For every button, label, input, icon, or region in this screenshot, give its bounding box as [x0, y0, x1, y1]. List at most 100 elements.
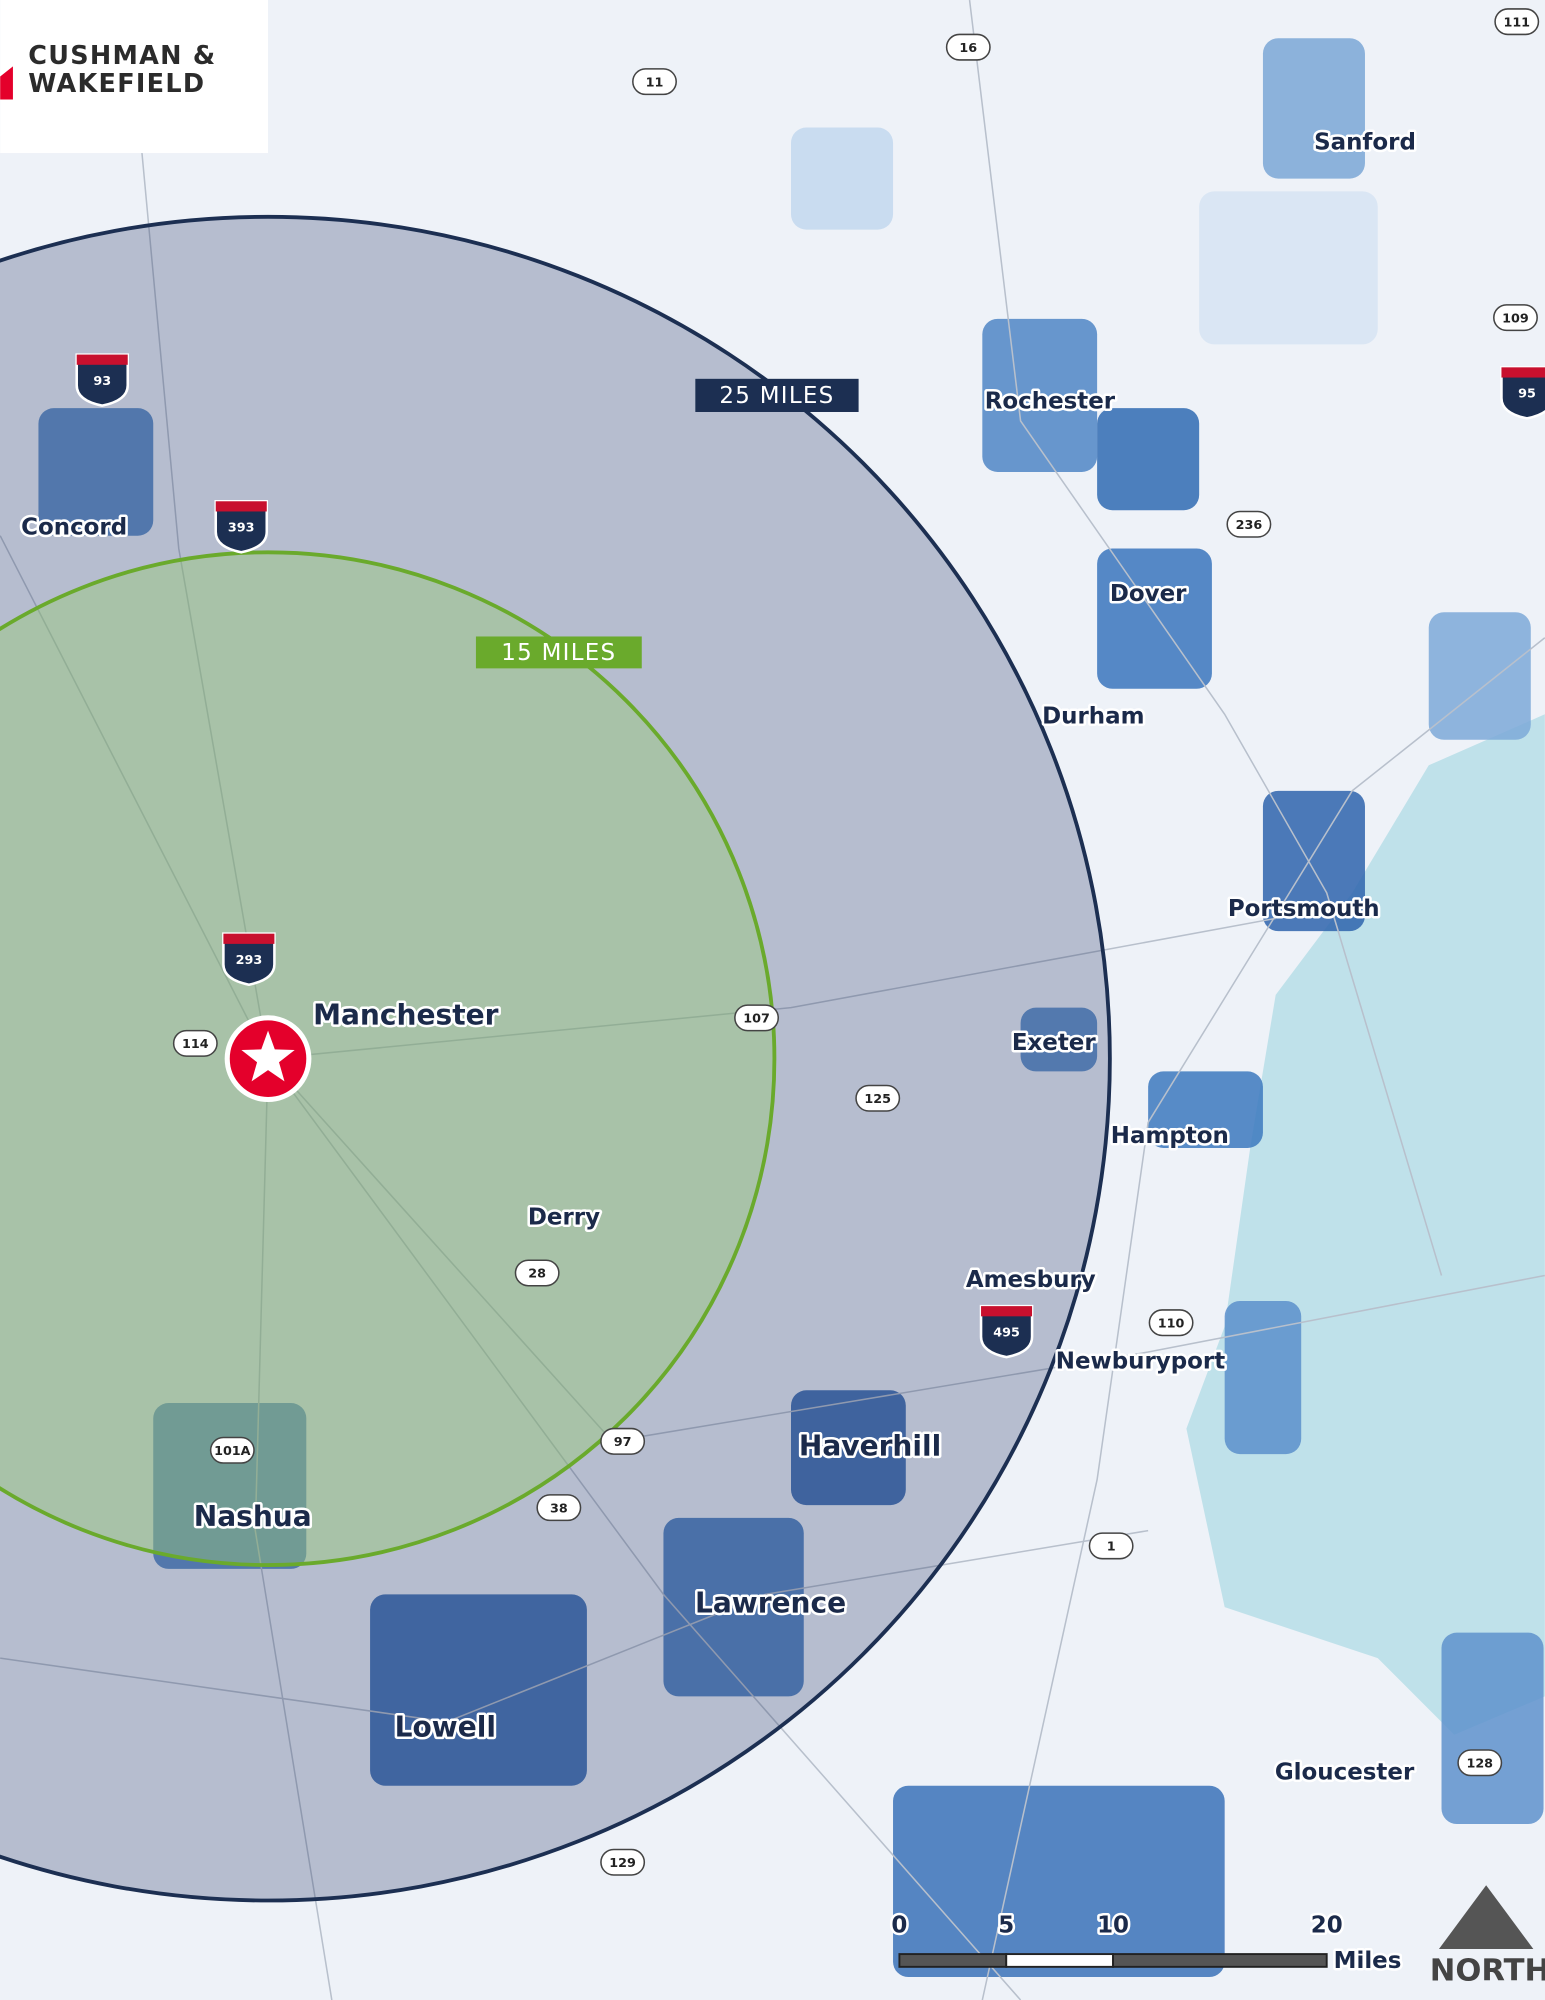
interstate-shield	[1500, 366, 1545, 420]
route-shield	[600, 1848, 646, 1876]
interstate-number: 95	[1518, 387, 1536, 402]
route-shield	[1088, 1532, 1134, 1560]
density-area	[893, 1785, 1225, 1978]
route-shield	[855, 1084, 901, 1112]
city-label: Exeter	[1012, 1030, 1097, 1056]
density-area	[153, 1403, 307, 1569]
route-number: 111	[1503, 15, 1530, 30]
interstate-number: 495	[993, 1325, 1020, 1340]
city-label: Nashua	[194, 1500, 312, 1533]
route-number: 11	[646, 75, 664, 90]
route-number: 97	[614, 1435, 632, 1450]
density-area	[982, 318, 1098, 472]
density-area	[1020, 1007, 1098, 1072]
density-area	[1428, 612, 1531, 740]
density-area	[370, 1594, 587, 1786]
city-label: Newburyport	[1056, 1349, 1225, 1375]
site-star	[241, 1030, 295, 1082]
interstate-band	[1501, 367, 1545, 378]
density-area	[1148, 1071, 1263, 1148]
interstate-shield	[214, 500, 269, 554]
city-label: Concord	[21, 515, 127, 541]
logo: CUSHMAN & WAKEFIELD	[0, 0, 269, 154]
radius-label-box	[475, 636, 642, 669]
logo-box	[0, 0, 269, 154]
scale-tick-label: 10	[1097, 1913, 1129, 1939]
scale-unit: Miles	[1334, 1948, 1402, 1974]
scale-segment	[898, 1953, 1008, 1968]
density-area	[790, 127, 894, 230]
city-label: Durham	[1042, 703, 1144, 729]
scale-segment	[1005, 1953, 1115, 1968]
city-label: Portsmouth	[1228, 896, 1380, 922]
density-areas	[38, 38, 1544, 1978]
road	[0, 1529, 1149, 1723]
radius-ring	[0, 215, 1112, 1903]
city-label: Amesbury	[966, 1267, 1096, 1293]
route-number: 1	[1107, 1540, 1116, 1555]
route-shield	[1494, 8, 1540, 36]
road	[267, 1058, 1545, 1443]
density-area	[1097, 548, 1212, 689]
route-number: 129	[609, 1856, 636, 1871]
rings	[0, 215, 1112, 1903]
logo-mark	[0, 66, 13, 100]
interstate-number: 293	[236, 953, 263, 968]
density-area	[1441, 1632, 1544, 1824]
scale-tick-label: 0	[891, 1913, 907, 1939]
radius-label-box	[695, 378, 859, 412]
route-number: 101A	[214, 1444, 251, 1459]
north-arrow	[1438, 1885, 1534, 1949]
city-label: Manchester	[313, 999, 499, 1032]
interstate-shield	[75, 353, 130, 407]
route-number: 125	[864, 1092, 891, 1107]
city-label: Dover	[1110, 581, 1187, 607]
route-shield	[1148, 1309, 1194, 1337]
route-shield	[209, 1436, 255, 1464]
interstate-shield	[979, 1304, 1034, 1359]
interstate-band	[981, 1306, 1033, 1317]
route-number: 28	[528, 1267, 546, 1282]
route-number: 38	[550, 1501, 568, 1516]
route-shield	[945, 33, 991, 61]
route-shield	[1226, 510, 1272, 538]
interstate-number: 393	[228, 521, 255, 536]
city-label: Lowell	[395, 1710, 496, 1743]
route-number: 110	[1158, 1316, 1185, 1331]
density-area	[1262, 38, 1365, 179]
density-area	[1097, 408, 1200, 511]
interstate-band	[223, 933, 275, 944]
city-label: Hampton	[1111, 1123, 1229, 1149]
route-shield	[514, 1259, 560, 1287]
labels: 25 MILES 15 MILES Sanford Rochester Concord D…	[19, 8, 1545, 1988]
road	[0, 535, 1022, 2000]
density-area	[38, 408, 154, 536]
route-number: 114	[182, 1037, 209, 1052]
route-shield	[734, 1004, 780, 1032]
density-area	[1199, 191, 1378, 345]
logo-text: WAKEFIELD	[28, 69, 205, 99]
city-label: Derry	[528, 1205, 600, 1231]
route-shield	[172, 1029, 218, 1057]
interstate-shield	[222, 932, 276, 986]
density-area	[790, 1390, 906, 1506]
ocean	[1186, 714, 1545, 1735]
interstate-number: 93	[93, 374, 111, 389]
route-shield	[632, 68, 677, 96]
route-shield	[1493, 304, 1538, 332]
interstate-band	[76, 354, 128, 365]
density-area	[1224, 1301, 1302, 1455]
route-shield	[600, 1427, 646, 1455]
city-label: Haverhill	[799, 1430, 941, 1463]
route-number: 16	[959, 41, 977, 56]
scale-tick-label: 5	[998, 1913, 1014, 1939]
road	[968, 0, 1443, 1276]
radius-label: 15 MILES	[501, 640, 616, 666]
route-number: 107	[743, 1012, 770, 1027]
city-label: Lawrence	[695, 1587, 846, 1620]
road	[981, 637, 1545, 2000]
route-shield	[1457, 1749, 1503, 1777]
route-number: 236	[1236, 518, 1263, 533]
north-label: NORTH	[1430, 1953, 1545, 1988]
